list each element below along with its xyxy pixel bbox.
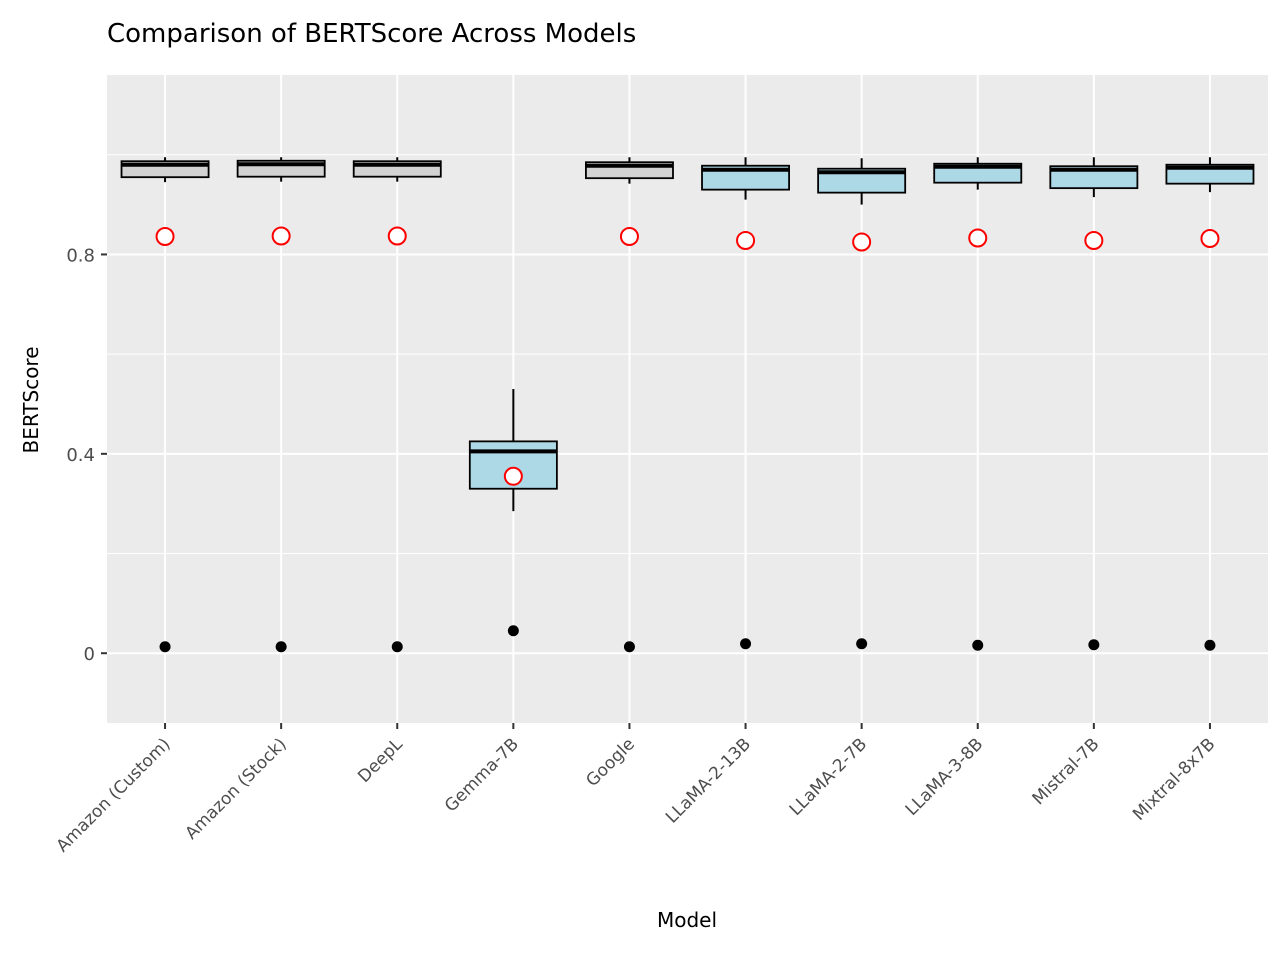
points [155,226,1220,653]
mean-marker [619,227,639,247]
chart-title: Comparison of BERTScore Across Models [107,19,636,49]
x-tick-label: DeepL [354,734,407,787]
y-tick-label: 0.8 [66,245,95,266]
outlier-point [1204,639,1216,651]
mean-marker [852,232,872,252]
x-tick-label: LLaMA-2-13B [662,734,755,827]
mean-marker [1200,228,1220,248]
outlier-point [623,641,635,653]
x-axis: Amazon (Custom) Amazon (Stock) DeepL Gemma-… [53,723,1219,856]
mean-marker [155,227,175,247]
outlier-point [856,638,868,650]
outlier-point [275,641,287,653]
mean-marker [503,466,523,486]
outlier-point [740,638,752,650]
x-tick-label: Gemma-7B [441,734,523,816]
outlier-point [507,625,519,637]
mean-marker [1084,230,1104,250]
x-tick-label: Mistral-7B [1029,734,1104,809]
x-tick-label: Amazon (Custom) [53,734,175,856]
y-tick-label: 0 [84,644,95,665]
x-tick-label: Mixtral-8x7B [1129,734,1219,824]
y-tick-label: 0.4 [66,445,95,466]
x-axis-label: Model [657,908,717,932]
x-tick-label: Amazon (Stock) [181,734,290,843]
x-tick-label: LLaMA-3-8B [902,734,987,819]
outlier-point [159,641,171,653]
box [817,167,907,194]
mean-marker [271,226,291,246]
outlier-point [972,639,984,651]
y-axis: 0 0.4 0.8 [66,245,107,665]
x-tick-label: Google [582,734,639,791]
mean-marker [387,226,407,246]
x-tick-label: LLaMA-2-7B [786,734,871,819]
mean-marker [736,230,756,250]
y-axis-label: BERTScore [19,346,43,453]
mean-marker [968,228,988,248]
outlier-point [1088,639,1100,651]
outlier-point [391,641,403,653]
